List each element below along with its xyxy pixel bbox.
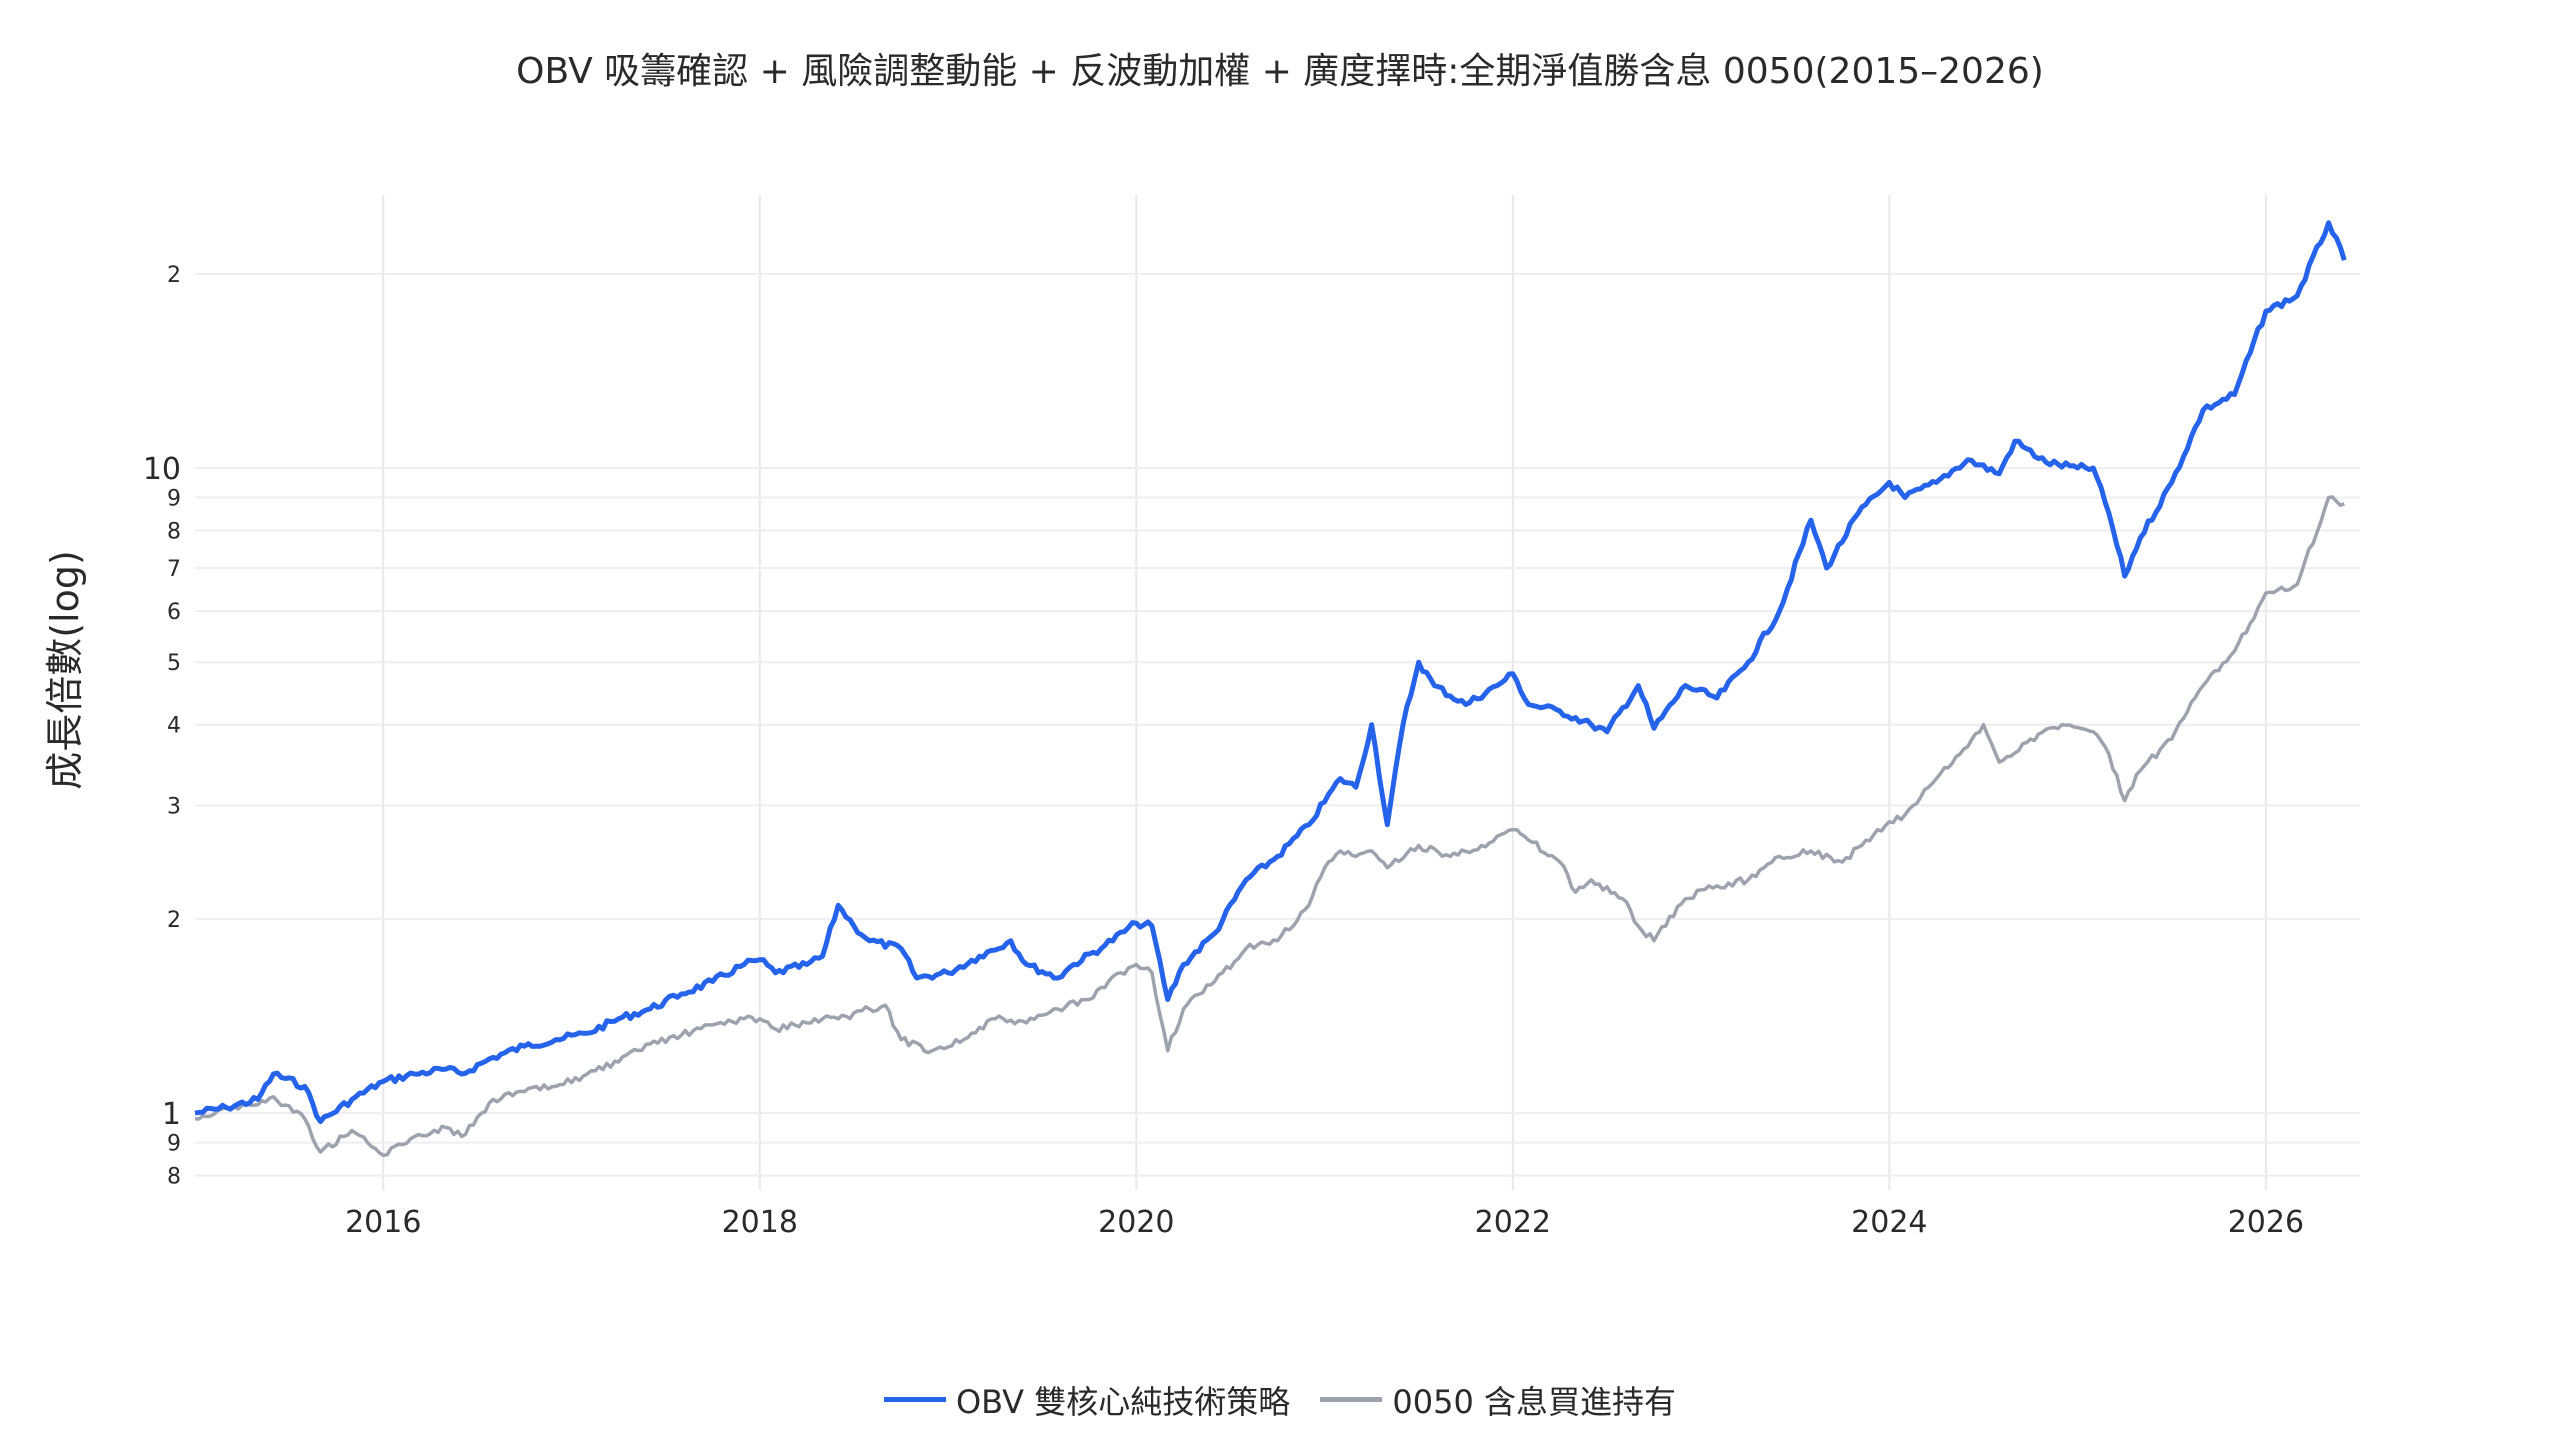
- y-tick-label-10: 10: [143, 452, 181, 487]
- x-tick-label-2016: 2016: [345, 1205, 421, 1240]
- x-tick-label-2018: 2018: [722, 1205, 798, 1240]
- legend-label-benchmark: 0050 含息買進持有: [1392, 1382, 1677, 1421]
- series-lines: [194, 220, 2347, 1158]
- legend-item-benchmark[interactable]: 0050 含息買進持有: [1320, 1377, 1676, 1423]
- legend-label-strategy: OBV 雙核心純技術策略: [955, 1382, 1291, 1421]
- series-line-strategy: [194, 220, 2347, 1125]
- grid: [195, 195, 2360, 1190]
- legend-item-strategy[interactable]: OBV 雙核心純技術策略: [883, 1377, 1291, 1423]
- x-tick-label-2020: 2020: [1098, 1205, 1174, 1240]
- legend-swatch-strategy: [883, 1397, 946, 1402]
- legend-swatch-benchmark: [1320, 1397, 1383, 1402]
- series-line-benchmark: [194, 495, 2345, 1158]
- x-tick-label-2024: 2024: [1851, 1205, 1927, 1240]
- x-tick-label-2022: 2022: [1475, 1205, 1551, 1240]
- chart-title: OBV 吸籌確認 + 風險調整動能 + 反波動加權 + 廣度擇時:全期淨值勝含息…: [516, 51, 2044, 92]
- y-tick-label-4: 4: [167, 714, 181, 739]
- y-tick-label-5: 5: [167, 651, 181, 676]
- y-tick-label-8: 8: [167, 520, 181, 545]
- y-tick-label-9: 9: [167, 487, 181, 512]
- y-tick-label-7: 7: [167, 557, 181, 582]
- y-tick-label-0.8: 8: [167, 1165, 181, 1190]
- legend: OBV 雙核心純技術策略 0050 含息買進持有: [0, 1372, 2560, 1423]
- y-tick-label-3: 3: [167, 794, 181, 819]
- y-tick-label-0.9: 9: [167, 1132, 181, 1157]
- y-tick-label-2: 2: [167, 908, 181, 933]
- y-tick-label-20: 2: [167, 263, 181, 288]
- y-tick-label-6: 6: [167, 600, 181, 625]
- y-tick-label-1: 1: [162, 1097, 181, 1132]
- x-tick-label-2026: 2026: [2228, 1205, 2304, 1240]
